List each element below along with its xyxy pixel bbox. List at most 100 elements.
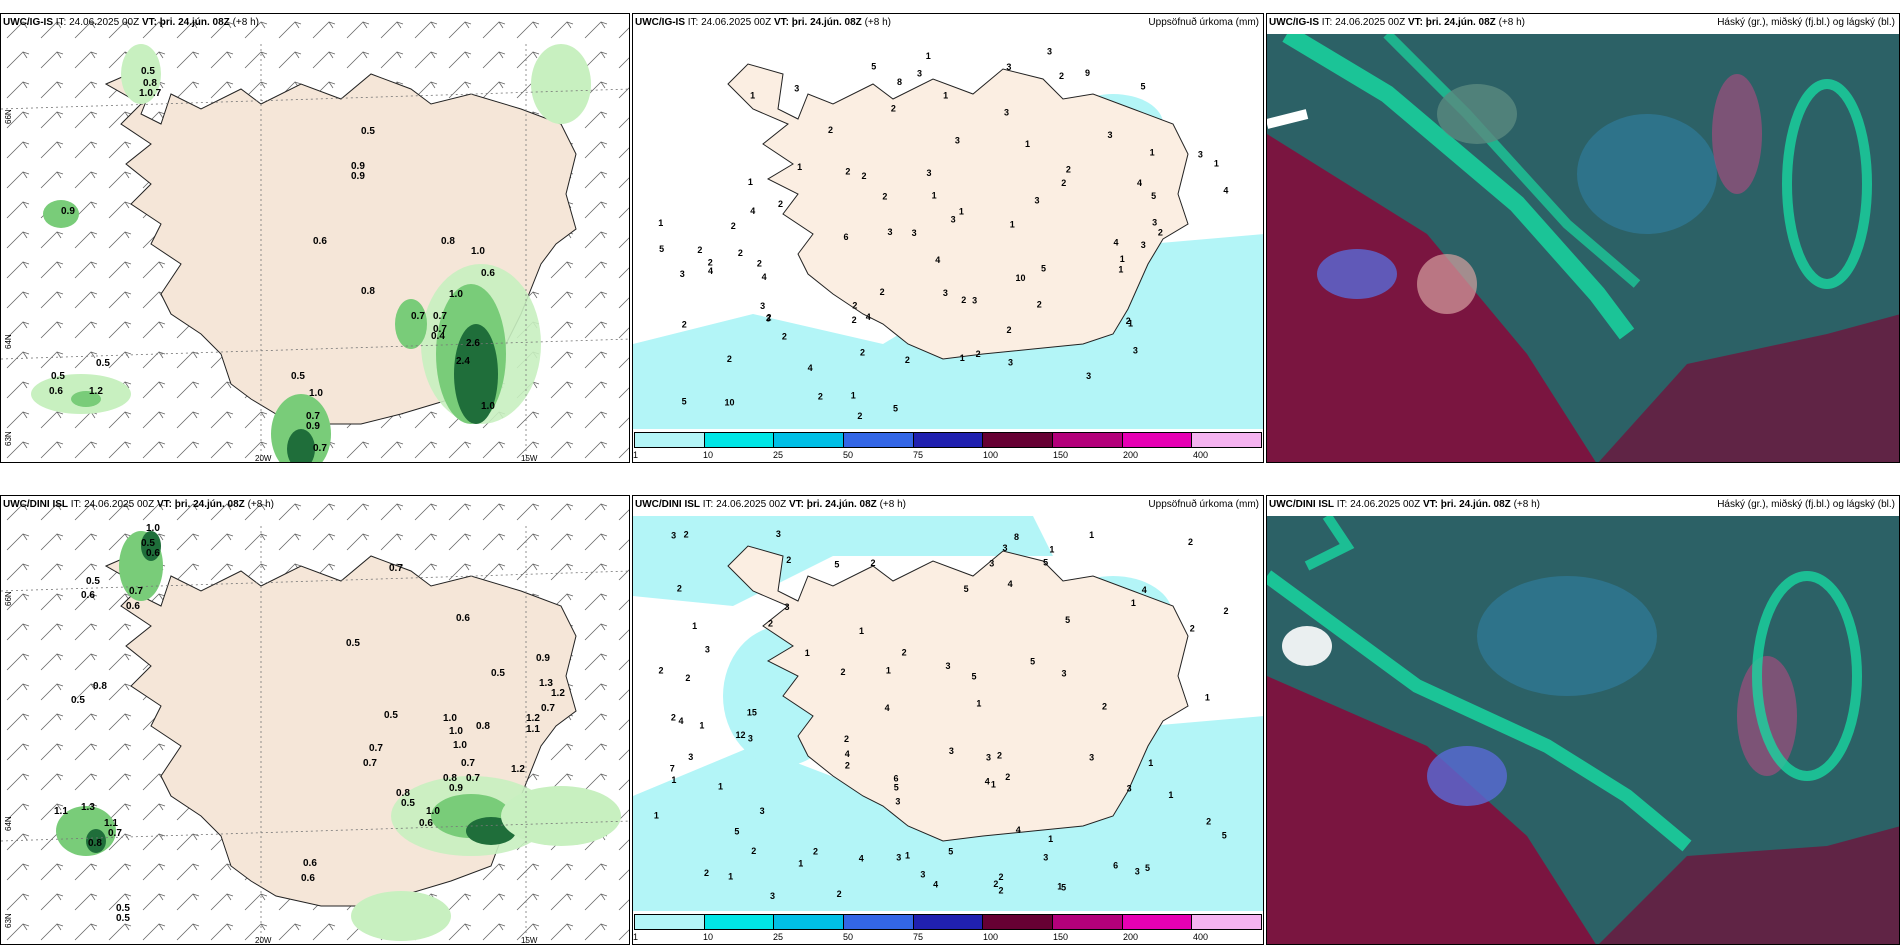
- precip-value: 4: [750, 206, 755, 216]
- colorbar-label: 400: [1193, 450, 1209, 460]
- precip-value: 1: [1168, 790, 1173, 800]
- precip-value: 2: [767, 313, 772, 323]
- precip-value: 2: [870, 558, 875, 568]
- precip-value: 0.7: [108, 828, 122, 839]
- precip-value: 6: [843, 232, 848, 242]
- precip-value: 0.8: [88, 838, 102, 849]
- precip-value: 1.0: [309, 388, 323, 399]
- precip-shading: [31, 44, 591, 462]
- precip-value: 3: [1133, 345, 1138, 355]
- colorbar-swatch: [913, 433, 984, 447]
- precip-value: 5: [682, 397, 687, 407]
- precip-value: 2: [844, 734, 849, 744]
- precip-value: 3: [1062, 669, 1067, 679]
- precip-value: 0.6: [313, 236, 327, 247]
- precip-value: 0.6: [481, 268, 495, 279]
- precip-value: 2: [961, 295, 966, 305]
- colorbar-label: 200: [1123, 932, 1139, 942]
- precip-value: 2: [840, 667, 845, 677]
- precip-value: 0.5: [141, 66, 155, 77]
- precip-value: 2: [1059, 71, 1064, 81]
- precip-value: 9: [1085, 68, 1090, 78]
- precip-value: 4: [859, 853, 864, 863]
- precip-value: 2: [857, 411, 862, 421]
- precip-value: 1: [886, 665, 891, 675]
- precip-value: 7: [670, 763, 675, 773]
- precip-value: 0.9: [61, 206, 75, 217]
- colorbar-label: 1: [633, 450, 639, 460]
- precip-value: 3: [794, 83, 799, 93]
- precip-value: 4: [935, 255, 940, 265]
- precip-value: 1: [671, 775, 676, 785]
- precip-value: 0.9: [351, 171, 365, 182]
- precip-value: 4: [885, 703, 890, 713]
- colorbar-swatch: [1192, 433, 1262, 447]
- precip-value: 2: [768, 618, 773, 628]
- precip-value: 2: [1007, 325, 1012, 335]
- precip-value: 2: [1223, 606, 1228, 616]
- graticule: [1, 526, 629, 944]
- panel-title: UWC/DINI ISL IT: 24.06.2025 00Z VT: þri.…: [1269, 499, 1540, 510]
- precip-value: 3: [896, 853, 901, 863]
- precip-value: 4: [866, 312, 871, 322]
- precip-value: 0.5: [384, 710, 398, 721]
- precip-value: 2: [684, 529, 689, 539]
- colorbar-swatch: [1122, 433, 1193, 447]
- panel-title: UWC/DINI ISL IT: 24.06.2025 00Z VT: þri.…: [635, 499, 906, 510]
- wind-precip-map: 0.50.81.0.70.50.90.90.90.6 0.81.00.60.8 1.…: [1, 14, 629, 462]
- precip-value: 3: [951, 215, 956, 225]
- precip-value: 0.8: [93, 681, 107, 692]
- colorbar-swatch: [635, 433, 705, 447]
- precip-value: 2: [891, 103, 896, 113]
- precip-value: 0.8: [476, 721, 490, 732]
- precip-value: 1: [943, 90, 948, 100]
- colorbar-swatch: [983, 433, 1054, 447]
- colorbar-labels: 1 10 25 50 75 100 150 200 400: [633, 450, 1263, 462]
- precip-value: 0.5: [71, 695, 85, 706]
- precip-value: 3: [671, 530, 676, 540]
- precip-value: 0.8: [441, 236, 455, 247]
- precip-value: 1.0.7: [139, 88, 162, 99]
- precip-value: 0.7: [433, 324, 447, 335]
- precip-value: 5: [834, 560, 839, 570]
- precip-value: 4: [762, 272, 767, 282]
- iceland-land: [727, 545, 1189, 842]
- precip-value: 15: [747, 707, 757, 717]
- precip-value: 3: [912, 228, 917, 238]
- precip-value: 2: [1061, 178, 1066, 188]
- precip-value: 2: [1037, 300, 1042, 310]
- precip-value: 1: [658, 218, 663, 228]
- precip-value: 0.7: [433, 311, 447, 322]
- mid-cloud-area: [1577, 114, 1717, 234]
- precip-values: 2933224212212355313133211223351223143111…: [658, 47, 1228, 422]
- precip-value: 5: [893, 403, 898, 413]
- precip-value: 1: [1120, 254, 1125, 264]
- precip-value: 3: [760, 301, 765, 311]
- precip-value: 2: [708, 257, 713, 267]
- precip-value: 0.7: [129, 586, 143, 597]
- precip-value: 5: [1043, 557, 1048, 567]
- precip-value: 0.7: [466, 773, 480, 784]
- colorbar-swatch: [1192, 915, 1262, 929]
- precip-value: 1.2: [89, 386, 103, 397]
- precip-value: 2: [905, 355, 910, 365]
- lon-label-20w: 20W: [255, 936, 272, 945]
- colorbar-label: 50: [843, 450, 854, 460]
- precip-values: 0.50.81.0.70.50.90.90.90.6 0.81.00.60.8 1.…: [49, 66, 495, 454]
- precip-value: 1: [932, 190, 937, 200]
- precip-value: 1: [728, 871, 733, 881]
- precip-value: 8: [1014, 532, 1019, 542]
- precip-value: 2: [786, 555, 791, 565]
- precip-value: 1.0: [443, 713, 457, 724]
- precip-value: 1.3: [539, 678, 553, 689]
- precip-value: 1: [1010, 220, 1015, 230]
- precip-value: 1: [851, 391, 856, 401]
- panel-bottom-middle: UWC/DINI ISL IT: 24.06.2025 00Z VT: þri.…: [632, 495, 1264, 945]
- precip-value: 0.8: [361, 286, 375, 297]
- precip-value: 5: [1041, 264, 1046, 274]
- colorbar-label: 400: [1193, 932, 1209, 942]
- precip-value: 10: [1016, 273, 1026, 283]
- precip-value: 0.5: [491, 668, 505, 679]
